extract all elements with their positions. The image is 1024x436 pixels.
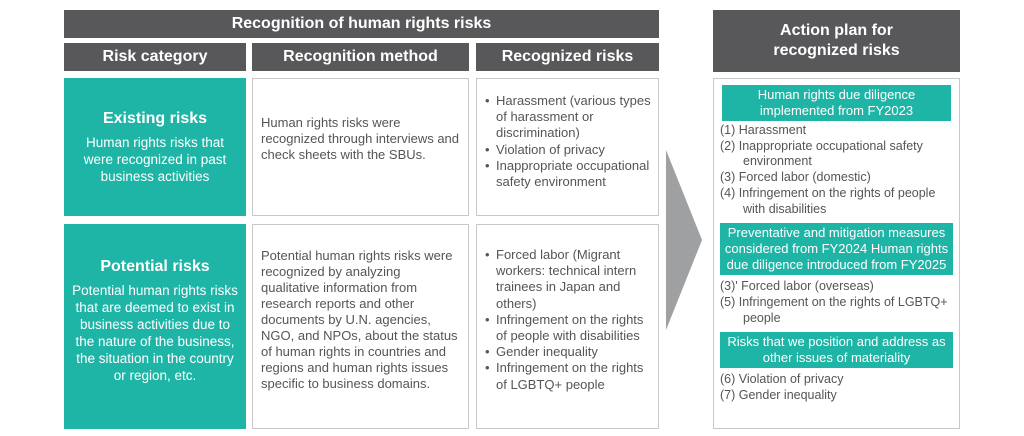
list-item: (7) Gender inequality: [720, 388, 837, 403]
potential-risks-cell: Potential risks Potential human rights r…: [64, 224, 246, 429]
existing-risks-list: Harassment (various types of harassment …: [485, 93, 654, 190]
risk-category-header: Risk category: [64, 43, 246, 71]
list-item: Forced labor (Migrant workers: technical…: [485, 247, 654, 312]
potential-risks-description: Potential human rights risks that are de…: [72, 283, 238, 383]
action-plan-header: Action plan for recognized risks: [713, 10, 960, 72]
due-diligence-fy2023-band: Human rights due diligence implemented f…: [722, 85, 951, 121]
recognition-header: Recognition of human rights risks: [64, 10, 659, 38]
list-item: (4) Infringement on the rights of people…: [720, 185, 936, 216]
recognized-risks-header: Recognized risks: [476, 43, 659, 71]
recognition-header-text: Recognition of human rights risks: [231, 15, 492, 32]
existing-risks-cell: Existing risks Human rights risks that w…: [64, 78, 246, 216]
materiality-band: Risks that we position and address as ot…: [720, 332, 953, 369]
preventative-measures-band: Preventative and mitigation measures con…: [720, 223, 953, 276]
potential-risks-list-cell: Forced labor (Migrant workers: technical…: [476, 224, 659, 429]
action-plan-header-text: Action plan for recognized risks: [773, 22, 900, 59]
action-plan-panel: Human rights due diligence implemented f…: [713, 78, 960, 429]
potential-method-cell: Potential human rights risks were recogn…: [252, 224, 469, 429]
fy2023-risk-list: (1) Harassment (2) Inappropriate occupat…: [720, 123, 953, 217]
list-item: Inappropriate occupational safety enviro…: [485, 158, 654, 190]
materiality-risk-list: (6) Violation of privacy (7) Gender ineq…: [720, 372, 953, 403]
recognized-risks-header-text: Recognized risks: [501, 48, 634, 65]
recognition-method-header-text: Recognition method: [283, 48, 438, 65]
potential-risks-list: Forced labor (Migrant workers: technical…: [485, 247, 654, 393]
existing-risks-title: Existing risks: [102, 110, 208, 127]
existing-method-text: Human rights risks were recognized throu…: [261, 115, 460, 162]
list-item: Infringement on the rights of people wit…: [485, 312, 654, 344]
recognition-method-header: Recognition method: [252, 43, 469, 71]
list-item: (5) Infringement on the rights of LGBTQ+…: [720, 294, 948, 325]
risk-category-header-text: Risk category: [102, 48, 208, 65]
arrow-right-icon: [666, 150, 702, 330]
potential-method-text: Potential human rights risks were recogn…: [261, 248, 458, 391]
existing-method-cell: Human rights risks were recognized throu…: [252, 78, 469, 216]
due-diligence-fy2023-text: Human rights due diligence implemented f…: [757, 87, 916, 118]
potential-risks-title: Potential risks: [100, 258, 210, 275]
existing-risks-list-cell: Harassment (various types of harassment …: [476, 78, 659, 216]
existing-risks-description: Human rights risks that were recognized …: [83, 135, 227, 184]
list-item: Harassment (various types of harassment …: [485, 93, 654, 142]
list-item: Gender inequality: [485, 344, 654, 360]
list-item: Violation of privacy: [485, 142, 654, 158]
list-item: (1) Harassment: [720, 123, 807, 137]
list-item: (3)' Forced labor (overseas): [720, 279, 874, 294]
materiality-text: Risks that we position and address as ot…: [727, 334, 946, 366]
list-item: Infringement on the rights of LGBTQ+ peo…: [485, 360, 654, 392]
fy2025-risk-list: (3)' Forced labor (overseas) (5) Infring…: [720, 279, 953, 326]
list-item: (3) Forced labor (domestic): [720, 170, 871, 185]
list-item: (6) Violation of privacy: [720, 372, 844, 387]
preventative-measures-text: Preventative and mitigation measures con…: [724, 225, 949, 273]
list-item: (2) Inappropriate occupational safety en…: [720, 138, 923, 169]
